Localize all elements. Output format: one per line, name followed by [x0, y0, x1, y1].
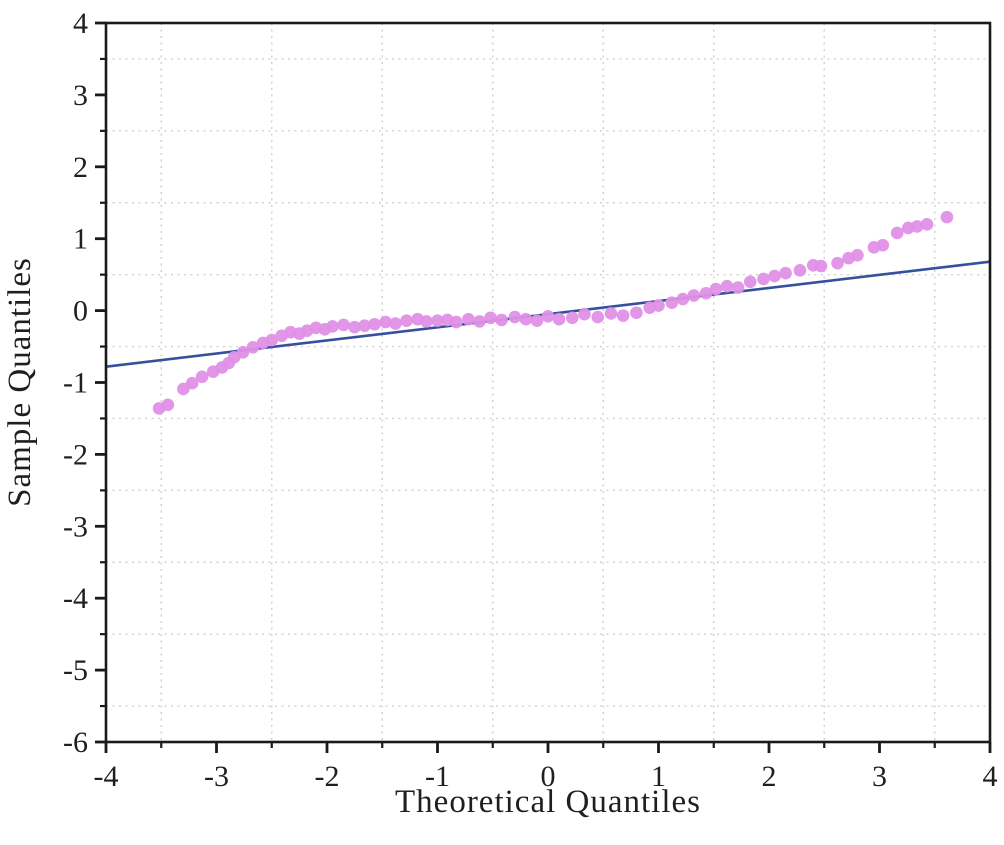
scatter-point	[389, 317, 402, 330]
scatter-point	[379, 315, 392, 329]
scatter-point	[195, 370, 209, 384]
scatter-point	[890, 226, 904, 240]
y-tick-label: -5	[63, 654, 88, 687]
scatter-point	[687, 289, 701, 302]
x-tick-label: 4	[983, 760, 998, 793]
x-tick-label: 2	[762, 760, 777, 793]
scatter-point	[161, 398, 175, 412]
scatter-point	[431, 314, 444, 327]
y-tick-label: 3	[73, 79, 88, 112]
scatter-point	[779, 266, 792, 280]
y-tick-label: -4	[63, 582, 88, 615]
scatter-point	[368, 317, 381, 331]
scatter-point	[449, 315, 463, 329]
scatter-point	[473, 315, 486, 328]
scatter-point	[519, 312, 533, 326]
x-tick-label: 3	[872, 760, 887, 793]
y-axis-title: Sample Quantiles	[2, 257, 38, 507]
scatter-point	[552, 312, 566, 326]
x-axis-title: Theoretical Quantiles	[395, 784, 701, 820]
scatter-point	[831, 256, 844, 270]
scatter-point	[420, 315, 433, 328]
scatter-point	[265, 333, 279, 347]
scatter-point	[630, 306, 643, 320]
scatter-point	[348, 320, 361, 334]
x-tick-label: 1	[651, 760, 666, 793]
scatter-point	[757, 272, 770, 286]
y-tick-label: 0	[73, 295, 88, 328]
x-tick-label: -3	[204, 760, 229, 793]
y-tick-label: -2	[63, 438, 88, 471]
y-tick-label: -3	[63, 510, 88, 543]
y-tick-label: 1	[73, 223, 88, 256]
scatter-point	[851, 248, 864, 262]
y-tick-label: 4	[73, 7, 88, 40]
x-tick-label: -2	[315, 760, 340, 793]
scatter-point	[566, 311, 579, 325]
x-tick-label: 0	[541, 760, 556, 793]
scatter-point	[616, 309, 630, 322]
scatter-point	[768, 269, 781, 283]
scatter-point	[709, 282, 723, 296]
scatter-point	[484, 311, 497, 325]
scatter-point	[358, 319, 371, 332]
scatter-points-layer	[152, 210, 954, 415]
scatter-point	[462, 312, 475, 326]
scatter-point	[578, 307, 591, 321]
scatter-point	[910, 220, 924, 233]
scatter-point	[591, 310, 605, 324]
x-tick-label: -1	[425, 760, 450, 793]
gridlines-layer	[106, 23, 990, 742]
scatter-point	[541, 310, 555, 323]
scatter-point	[337, 318, 350, 332]
scatter-point	[920, 218, 934, 231]
scatter-point	[185, 376, 199, 390]
scatter-point	[604, 307, 618, 320]
tick-labels-layer: -4 -3 -2 -1 0 1 2 3 4 -6 -5 -4 -3 -2 -1 0 1 2 3 4	[63, 7, 998, 793]
scatter-point	[793, 264, 807, 277]
scatter-point	[495, 313, 508, 327]
scatter-point	[940, 210, 954, 224]
scatter-point	[652, 299, 665, 312]
scatter-point	[699, 287, 713, 300]
scatter-point	[743, 275, 757, 289]
scatter-point	[400, 314, 413, 327]
x-tick-label: -4	[94, 760, 119, 793]
scatter-point	[720, 279, 734, 293]
scatter-point	[676, 292, 690, 306]
scatter-point	[508, 310, 522, 324]
y-tick-label: 2	[73, 151, 88, 184]
scatter-point	[731, 281, 745, 294]
y-tick-label: -1	[63, 367, 88, 400]
scatter-point	[246, 340, 260, 354]
scatter-point	[326, 320, 339, 333]
scatter-point	[814, 259, 828, 273]
axis-ticks-layer	[95, 21, 992, 753]
scatter-point	[530, 314, 544, 327]
scatter-point	[236, 346, 250, 359]
scatter-point	[876, 238, 890, 252]
scatter-point	[665, 296, 679, 309]
y-tick-label: -6	[63, 726, 88, 759]
